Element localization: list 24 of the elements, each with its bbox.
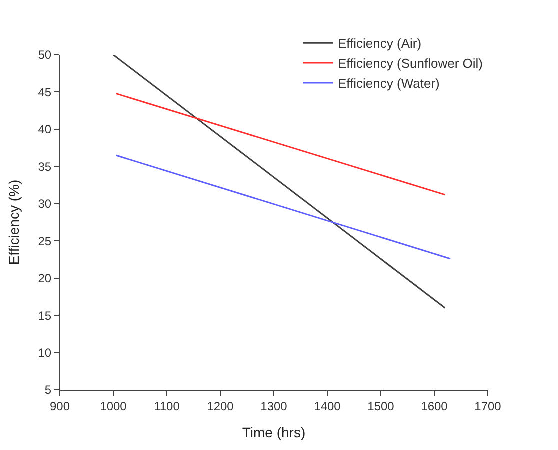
x-tick-label: 1600: [421, 399, 448, 414]
y-tick-label: 40: [38, 122, 52, 137]
legend-label: Efficiency (Sunflower Oil): [338, 56, 483, 72]
y-tick-label: 25: [38, 234, 52, 248]
x-tick-label: 1400: [314, 399, 342, 414]
x-tick-label: 1200: [207, 399, 234, 414]
x-tick-label: 1300: [260, 399, 288, 414]
y-tick-label: 15: [38, 308, 52, 323]
x-tick-label: 1100: [154, 399, 180, 414]
y-tick-label: 20: [38, 272, 52, 286]
y-tick-label: 50: [38, 48, 52, 62]
legend-label: Efficiency (Air): [338, 36, 422, 52]
y-tick-label: 5: [44, 383, 52, 398]
y-tick-label: 45: [38, 85, 52, 100]
legend-label: Efficiency (Water): [338, 76, 440, 92]
y-tick-label: 10: [38, 346, 52, 360]
x-tick-label: 900: [50, 399, 70, 414]
y-axis-title: Efficiency (%): [6, 180, 22, 266]
x-tick-label: 1700: [474, 399, 502, 414]
x-tick-label: 1500: [368, 399, 395, 414]
y-tick-label: 30: [38, 197, 52, 212]
x-tick-label: 1000: [100, 399, 128, 414]
y-tick-label: 35: [38, 160, 52, 174]
x-axis-title: Time (hrs): [242, 424, 306, 441]
